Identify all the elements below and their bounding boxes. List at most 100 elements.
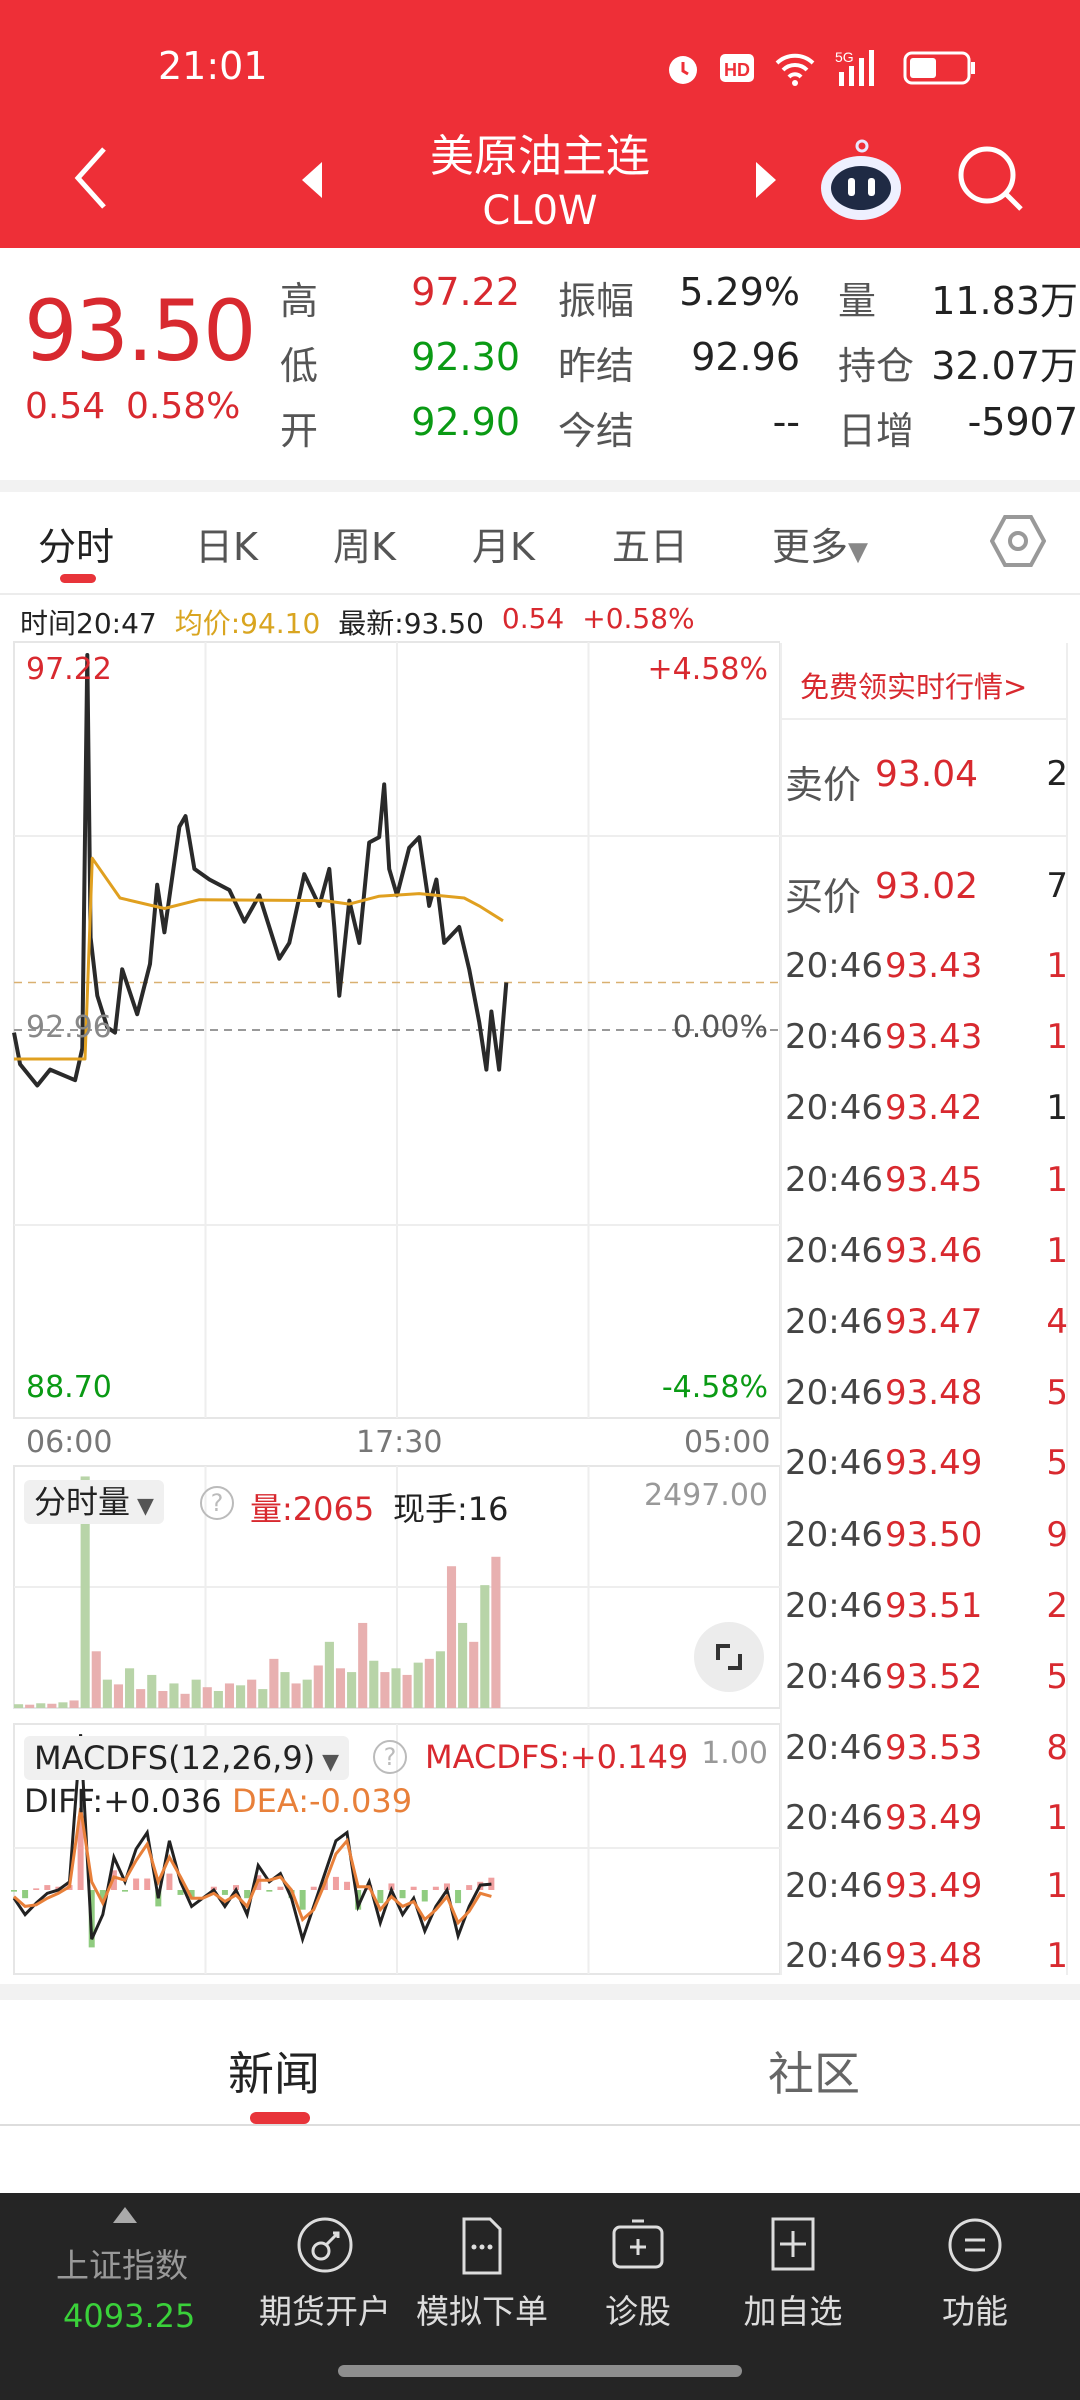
trade-qty: 8 <box>1046 1728 1068 1768</box>
volume-bar <box>102 1679 112 1708</box>
home-indicator[interactable] <box>338 2365 742 2377</box>
tab-community[interactable]: 社区 <box>768 2047 860 2101</box>
macd-histogram-bar <box>432 1886 439 1890</box>
volume-bar <box>58 1702 68 1708</box>
macd-histogram-bar <box>443 1883 450 1890</box>
nav-label: 加自选 <box>743 2292 843 2331</box>
quote-label: 持仓 <box>838 344 915 388</box>
fullscreen-icon[interactable] <box>694 1622 764 1692</box>
tab-3[interactable]: 月K <box>472 516 535 571</box>
nav-item-3[interactable]: 加自选 <box>744 2193 843 2333</box>
volume-bar <box>125 1668 135 1708</box>
volume-bar <box>358 1622 368 1708</box>
nav-item-1[interactable]: 模拟下单 <box>416 2193 548 2333</box>
trade-qty: 1 <box>1046 1798 1068 1838</box>
macd-indicator-selector[interactable]: MACDFS(12,26,9) ▼ <box>24 1736 350 1780</box>
volume-bar <box>313 1665 323 1708</box>
info-change: 0.54 <box>501 602 565 635</box>
tab-1[interactable]: 日K <box>195 516 258 571</box>
tab-5[interactable]: 更多▼ <box>772 516 868 571</box>
volume-bar <box>269 1658 279 1708</box>
quote-label: 振幅 <box>558 279 635 323</box>
macd-histogram-bar <box>77 1816 84 1890</box>
trade-time: 20:46 <box>785 1443 883 1483</box>
divider <box>0 2124 1080 2126</box>
quote-label: 量 <box>838 279 877 323</box>
robot-assistant-icon[interactable] <box>818 138 904 222</box>
macdfs-value: MACDFS:+0.149 <box>425 1738 689 1776</box>
trade-price: 93.51 <box>885 1586 983 1626</box>
y-label-prev-settle: 92.96 <box>26 1010 112 1045</box>
price-line <box>12 653 509 1088</box>
intraday-price-chart[interactable] <box>0 640 780 1422</box>
nav-item-4[interactable]: 功能 <box>942 2193 1008 2333</box>
volume-bar <box>402 1674 412 1708</box>
macd-selector-label: MACDFS(12,26,9) <box>34 1739 316 1777</box>
volume-bar <box>291 1683 301 1708</box>
nav-label: 期货开户 <box>259 2292 391 2331</box>
trade-price: 93.50 <box>885 1515 983 1555</box>
divider <box>0 480 1080 492</box>
trade-time: 20:46 <box>785 1798 883 1838</box>
next-contract-icon[interactable] <box>752 160 780 200</box>
bid-qty: 7 <box>1046 866 1068 906</box>
index-value: 4093.25 <box>63 2297 196 2335</box>
volume-indicator-selector[interactable]: 分时量 ▼ <box>24 1480 164 1524</box>
news-tab-indicator <box>250 2112 310 2124</box>
trade-time: 20:46 <box>785 1088 883 1128</box>
tab-2[interactable]: 周K <box>333 516 396 571</box>
instrument-title: 美原油主连 <box>430 131 650 182</box>
macd-max: 1.00 <box>701 1736 768 1771</box>
realtime-promo-link[interactable]: 免费领实时行情> <box>800 670 1028 704</box>
macd-histogram-bar <box>44 1885 51 1890</box>
ask-label: 卖价 <box>785 763 862 807</box>
macd-histogram-bar <box>221 1890 228 1895</box>
quote-value: 5.29% <box>679 270 800 314</box>
info-pct: +0.58% <box>582 602 695 635</box>
help-icon[interactable]: ? <box>200 1486 234 1520</box>
trade-qty: 5 <box>1046 1373 1068 1413</box>
index-name: 上证指数 <box>56 2246 188 2285</box>
bid-label: 买价 <box>785 875 862 919</box>
macd-histogram-bar <box>133 1878 140 1890</box>
quote-panel: 93.50 0.54 0.58% 高 97.22 振幅 5.29% 量 11.83万低 92… <box>0 248 1080 480</box>
volume-bar <box>380 1672 390 1708</box>
macd-histogram-bar <box>344 1881 351 1890</box>
trade-qty: 1 <box>1046 1866 1068 1906</box>
volume-bar <box>25 1704 35 1708</box>
pct-label-zero: 0.00% <box>672 1010 768 1045</box>
tab-label: 更多 <box>772 525 849 569</box>
volume-bar <box>324 1641 334 1708</box>
price-change: 0.54 <box>25 386 106 427</box>
nav-item-2[interactable]: 诊股 <box>605 2193 671 2333</box>
help-icon[interactable]: ? <box>373 1740 407 1774</box>
macd-histogram-bar <box>99 1890 106 1902</box>
quote-value: 97.22 <box>411 270 520 314</box>
trade-row: 20:46 93.48 5 <box>785 1373 1068 1423</box>
index-ticker[interactable]: 上证指数 4093.25 <box>56 2205 195 2335</box>
volume-bar <box>335 1668 346 1708</box>
nav-label: 诊股 <box>605 2292 671 2331</box>
search-icon[interactable] <box>955 143 1027 215</box>
volume-chart[interactable] <box>0 1464 780 1712</box>
hexagon-settings-icon[interactable] <box>990 513 1046 569</box>
tab-label: 周K <box>333 525 396 569</box>
trade-row: 20:46 93.49 1 <box>785 1798 1068 1848</box>
tab-news[interactable]: 新闻 <box>228 2047 320 2101</box>
volume-bar <box>413 1662 423 1708</box>
macd-histogram-bar <box>266 1890 273 1892</box>
pct-label-high: +4.58% <box>647 652 768 687</box>
nav-label: 功能 <box>942 2292 1008 2331</box>
quote-label: 日增 <box>838 409 915 453</box>
tab-4[interactable]: 五日 <box>612 516 688 571</box>
prev-contract-icon[interactable] <box>298 160 326 200</box>
status-time: 21:01 <box>158 44 268 88</box>
macd-chart[interactable] <box>0 1722 780 1978</box>
nav-item-0[interactable]: 期货开户 <box>259 2193 391 2333</box>
tab-0[interactable]: 分时 <box>38 516 114 571</box>
back-icon[interactable] <box>70 145 110 211</box>
volume-bar <box>258 1689 268 1708</box>
trade-qty: 2 <box>1046 1586 1068 1626</box>
active-tab-indicator <box>60 574 96 583</box>
trade-qty: 4 <box>1046 1302 1068 1342</box>
